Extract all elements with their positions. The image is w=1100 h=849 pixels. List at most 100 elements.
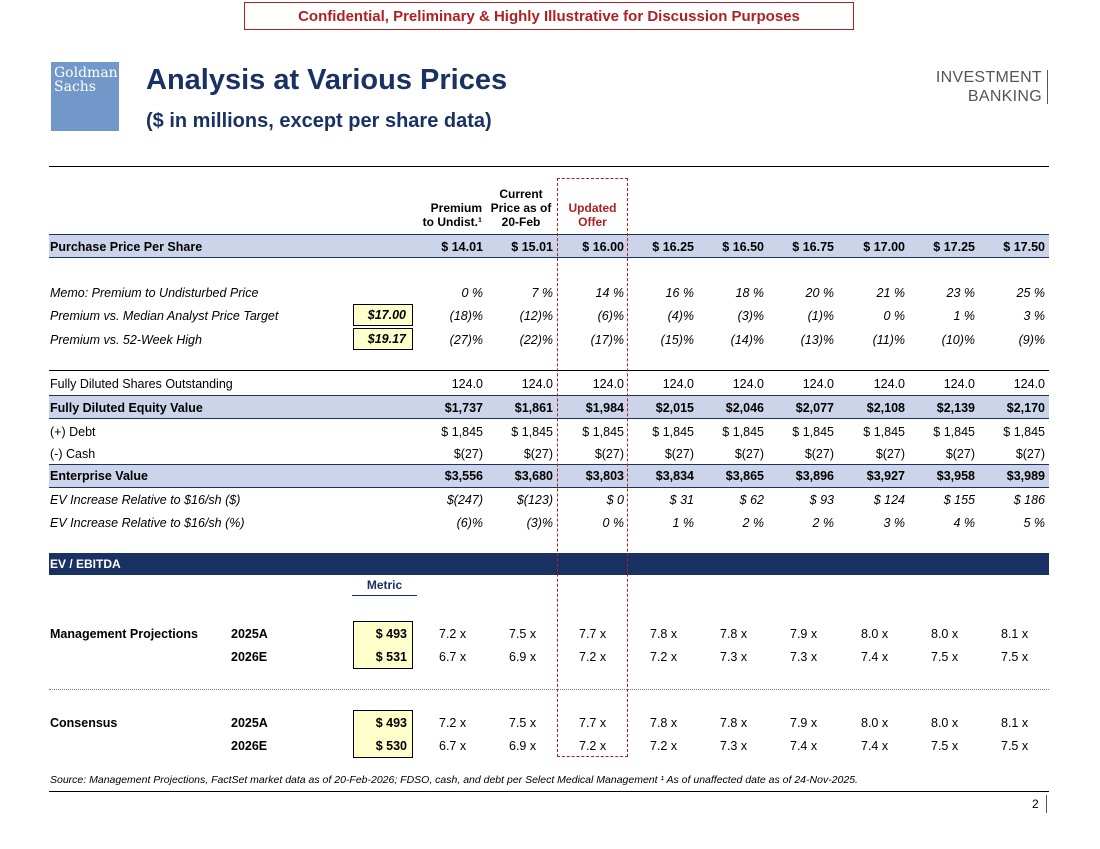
cell-purchase-8: $ 17.50	[1003, 240, 1045, 254]
ebitda-multiple-1-0-2: 7.7 x	[579, 716, 607, 730]
cell-premium-high-7: (10)%	[941, 333, 975, 347]
ebitda-multiple-0-1-6: 7.4 x	[861, 650, 889, 664]
cell-purchase-2: $ 16.00	[582, 240, 624, 254]
enterprise-value-band	[49, 464, 1049, 488]
row-label-premium-target: Premium vs. Median Analyst Price Target	[50, 309, 279, 323]
ebitda-multiple-0-1-5: 7.3 x	[790, 650, 818, 664]
cell-memo-undisturbed-4: 18 %	[735, 286, 765, 300]
ebitda-multiple-1-1-6: 7.4 x	[861, 739, 889, 753]
ebitda-multiple-0-1-7: 7.5 x	[931, 650, 959, 664]
cell-ev-inc-dollar-7: $ 155	[943, 493, 975, 507]
cell-premium-high-5: (13)%	[800, 333, 834, 347]
cell-ev-inc-dollar-1: $(123)	[516, 493, 553, 507]
cell-debt-4: $ 1,845	[722, 425, 764, 439]
cell-premium-target-3: (4)%	[667, 309, 694, 323]
ebitda-multiple-1-1-0: 6.7 x	[439, 739, 467, 753]
row-label-purchase-price: Purchase Price Per Share	[50, 240, 203, 254]
cell-debt-6: $ 1,845	[863, 425, 905, 439]
cell-ev-inc-dollar-6: $ 124	[873, 493, 905, 507]
row-label-equity-value: Fully Diluted Equity Value	[50, 401, 203, 415]
header-premium: Premium to Undist.¹	[412, 201, 482, 229]
cell-ev-inc-pct-5: 2 %	[812, 516, 834, 530]
group-label-consensus: Consensus	[50, 716, 118, 730]
ebitda-multiple-1-1-8: 7.5 x	[1001, 739, 1029, 753]
cell-debt-1: $ 1,845	[511, 425, 553, 439]
cell-purchase-5: $ 16.75	[792, 240, 834, 254]
cell-premium-target-6: 0 %	[883, 309, 905, 323]
header-current-price: Current Price as of 20-Feb	[486, 187, 556, 229]
ebitda-multiple-0-1-2: 7.2 x	[579, 650, 607, 664]
cell-memo-undisturbed-3: 16 %	[665, 286, 695, 300]
cell-premium-target-5: (1)%	[807, 309, 834, 323]
cell-ev-4: $3,865	[725, 469, 764, 483]
year-consensus-2026: 2026E	[231, 739, 268, 753]
cell-ev-8: $3,989	[1006, 469, 1045, 483]
ebitda-section-band	[49, 553, 1049, 575]
ebitda-multiple-1-0-1: 7.5 x	[509, 716, 537, 730]
header-current-line-3: 20-Feb	[501, 215, 541, 229]
cell-shares-6: 124.0	[873, 377, 905, 391]
ebitda-multiple-0-0-4: 7.8 x	[720, 627, 748, 641]
confidential-banner: Confidential, Preliminary & Highly Illus…	[244, 2, 854, 30]
ebitda-multiple-1-0-0: 7.2 x	[439, 716, 467, 730]
cell-ev-inc-pct-8: 5 %	[1023, 516, 1045, 530]
cell-memo-undisturbed-5: 20 %	[805, 286, 835, 300]
cell-memo-undisturbed-2: 14 %	[595, 286, 625, 300]
consensus-metric-2025: $ 493	[375, 716, 407, 730]
cell-purchase-0: $ 14.01	[441, 240, 483, 254]
row-label-ev-increase-dollar: EV Increase Relative to $16/sh ($)	[50, 493, 241, 507]
ebitda-multiple-1-0-3: 7.8 x	[650, 716, 678, 730]
division-line-2: BANKING	[967, 88, 1042, 105]
row-label-cash: (-) Cash	[50, 447, 96, 461]
cell-ev-6: $3,927	[866, 469, 905, 483]
year-consensus-2025: 2025A	[231, 716, 268, 730]
ebitda-multiple-1-1-2: 7.2 x	[579, 739, 607, 753]
analyst-target-box: $17.00	[353, 304, 413, 326]
updated-offer-highlight	[557, 178, 628, 757]
ebitda-multiple-0-0-8: 8.1 x	[1001, 627, 1029, 641]
cell-premium-high-3: (15)%	[660, 333, 694, 347]
cell-ev-inc-dollar-3: $ 31	[669, 493, 694, 507]
cell-cash-1: $(27)	[523, 447, 553, 461]
cell-shares-2: 124.0	[592, 377, 624, 391]
logo-line-1: Goldman	[54, 65, 118, 81]
logo-line-2: Sachs	[54, 79, 96, 95]
cell-equity-5: $2,077	[795, 401, 834, 415]
cell-cash-7: $(27)	[945, 447, 975, 461]
cell-debt-2: $ 1,845	[582, 425, 624, 439]
row-label-ev-increase-pct: EV Increase Relative to $16/sh (%)	[50, 516, 245, 530]
cell-shares-3: 124.0	[662, 377, 694, 391]
cell-ev-2: $3,803	[585, 469, 624, 483]
cell-debt-5: $ 1,845	[792, 425, 834, 439]
cell-ev-5: $3,896	[795, 469, 834, 483]
cell-ev-inc-pct-2: 0 %	[602, 516, 624, 530]
ebitda-multiple-1-1-4: 7.3 x	[720, 739, 748, 753]
header-premium-line-2: to Undist.¹	[422, 215, 482, 229]
cell-premium-high-0: (27)%	[449, 333, 483, 347]
cell-cash-0: $(27)	[453, 447, 483, 461]
cell-equity-1: $1,861	[514, 401, 553, 415]
cell-premium-target-2: (6)%	[597, 309, 624, 323]
goldman-sachs-logo: Goldman Sachs	[51, 62, 119, 131]
cell-ev-inc-pct-6: 3 %	[883, 516, 905, 530]
cell-ev-inc-dollar-2: $ 0	[606, 493, 624, 507]
ebitda-multiple-1-1-1: 6.9 x	[509, 739, 537, 753]
row-label-debt: (+) Debt	[50, 425, 96, 439]
cell-debt-3: $ 1,845	[652, 425, 694, 439]
cell-cash-4: $(27)	[734, 447, 764, 461]
cell-purchase-6: $ 17.00	[863, 240, 905, 254]
cell-cash-6: $(27)	[875, 447, 905, 461]
ebitda-multiple-0-0-7: 8.0 x	[931, 627, 959, 641]
division-divider	[1047, 70, 1048, 104]
cell-equity-4: $2,046	[725, 401, 764, 415]
footer-rule	[49, 791, 1049, 792]
52wk-high-box: $19.17	[353, 328, 413, 350]
group-label-management: Management Projections	[50, 627, 198, 641]
cell-ev-inc-pct-3: 1 %	[672, 516, 694, 530]
cell-premium-target-8: 3 %	[1023, 309, 1045, 323]
cell-memo-undisturbed-8: 25 %	[1016, 286, 1046, 300]
page-subtitle: ($ in millions, except per share data)	[146, 110, 492, 132]
ebitda-multiple-0-1-0: 6.7 x	[439, 650, 467, 664]
division-label: INVESTMENT BANKING	[936, 68, 1042, 106]
header-offer-line-1: Updated	[568, 201, 617, 215]
